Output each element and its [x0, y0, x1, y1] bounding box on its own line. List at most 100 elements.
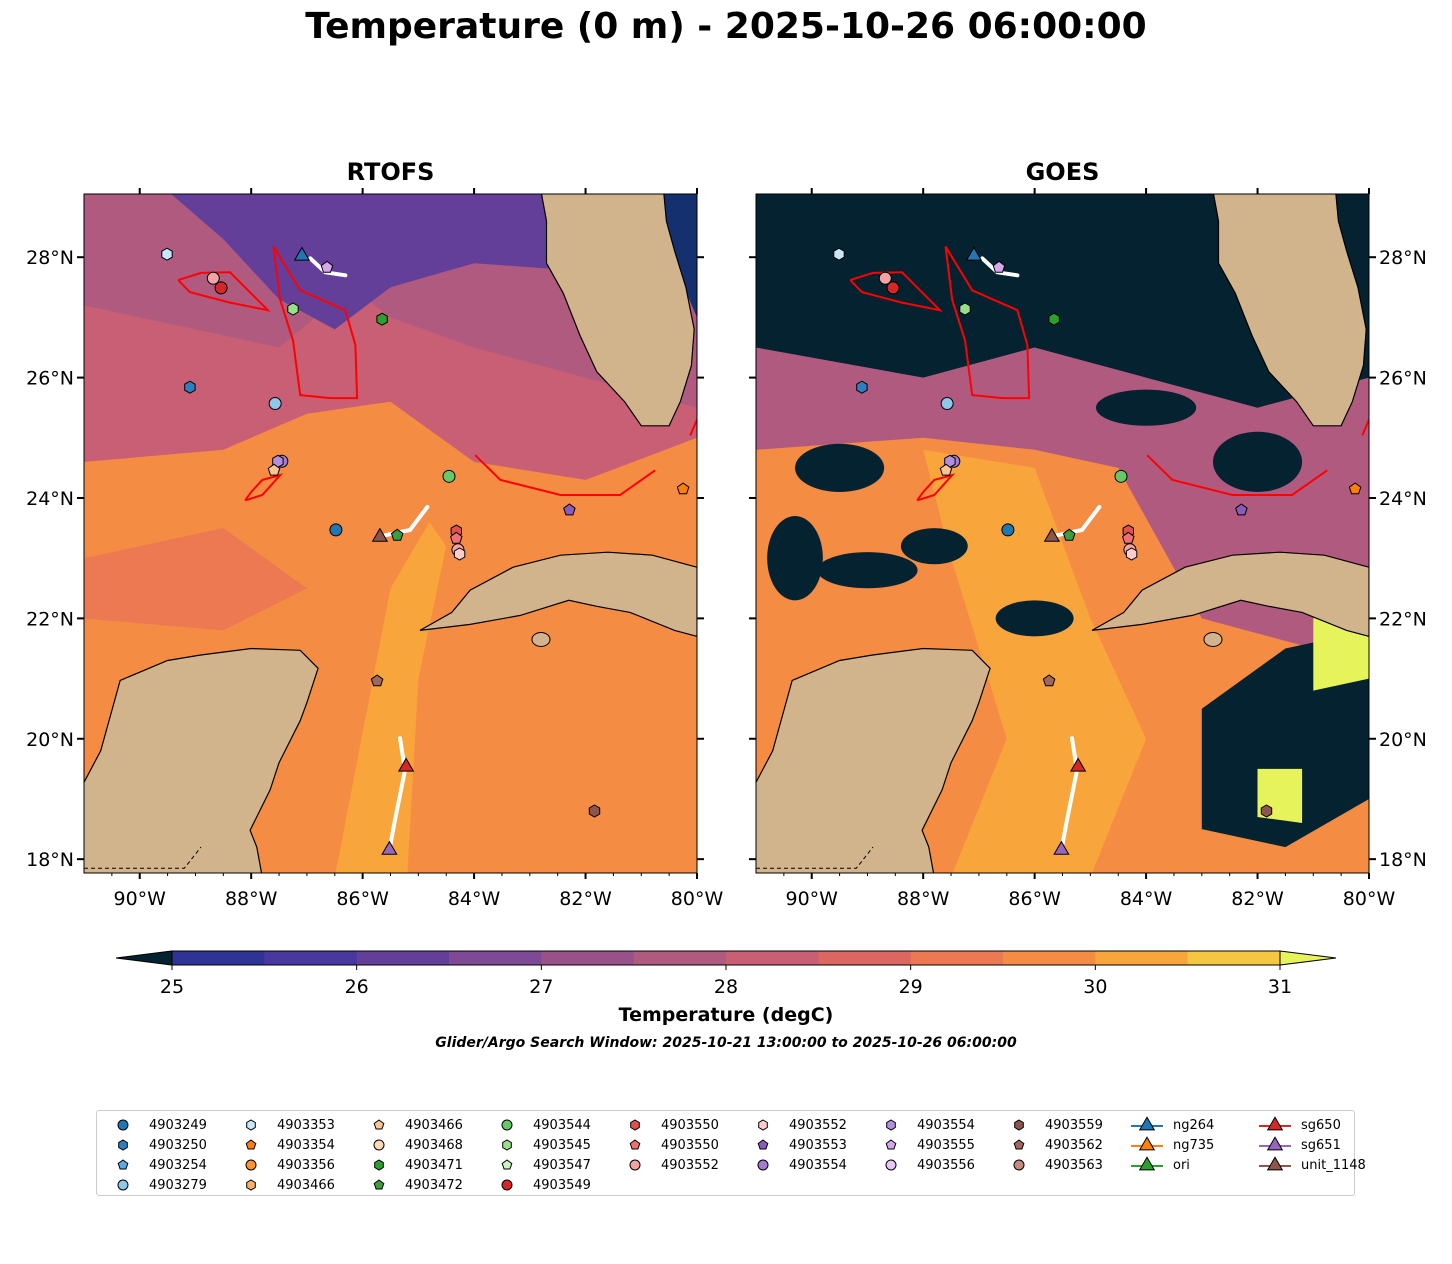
circle-icon [629, 1159, 641, 1171]
marker-4903354 [676, 482, 690, 495]
legend-item: 4903472 [361, 1175, 489, 1195]
lon-tick-label: 86°W [1008, 888, 1061, 910]
legend-label: 4903254 [149, 1157, 207, 1173]
legend-marker-icon [1014, 1119, 1024, 1131]
legend-label: 4903552 [661, 1157, 719, 1173]
hexagon-icon [886, 1119, 896, 1131]
marker-4903555 [992, 260, 1006, 273]
border-line [756, 846, 874, 869]
legend-item: 4903545 [489, 1135, 617, 1155]
contour-line [272, 245, 359, 400]
marker-4903559 [1260, 804, 1273, 818]
legend-item [1001, 1175, 1129, 1195]
lon-tick-label: 80°W [671, 888, 724, 910]
contour-line [849, 271, 943, 312]
triangle-icon [1266, 1116, 1284, 1131]
legend-label: 4903547 [533, 1157, 591, 1173]
hexagon-icon [118, 1139, 128, 1151]
colorbar-bin [449, 951, 542, 965]
legend-marker-icon [629, 1139, 641, 1150]
legend-label: 4903555 [917, 1137, 975, 1153]
legend-label: ng264 [1173, 1117, 1215, 1133]
pentagon-icon [373, 1179, 385, 1190]
legend-marker-icon [1131, 1136, 1163, 1151]
legend-item: ng264 [1129, 1115, 1257, 1135]
colorbar-bin [818, 951, 912, 965]
lon-tick-label: 90°W [113, 888, 166, 910]
legend-label: 4903559 [1045, 1117, 1103, 1133]
contour-line [689, 419, 697, 436]
pentagon-icon [501, 1159, 513, 1170]
legend-marker-icon [246, 1119, 256, 1131]
legend-item: 4903356 [233, 1155, 361, 1175]
land-cuba [1091, 551, 1369, 638]
lat-tick-label: 18°N [26, 849, 74, 871]
marker-ng264 [965, 246, 983, 261]
colorbar-bin [633, 951, 727, 965]
legend-label: 4903353 [277, 1117, 335, 1133]
legend-marker-icon [117, 1159, 129, 1170]
contour-line [1361, 419, 1369, 436]
legend-marker-icon [501, 1159, 513, 1170]
sst-field-west [84, 528, 307, 631]
circle-icon [757, 1159, 769, 1171]
map-goes [756, 194, 1369, 873]
legend-item: 4903549 [489, 1175, 617, 1195]
legend-label: ng735 [1173, 1137, 1215, 1153]
legend-marker-icon [1013, 1159, 1025, 1171]
lat-tick-label: 26°N [26, 368, 74, 390]
contour-line [244, 473, 284, 502]
legend-marker-icon [885, 1159, 897, 1171]
legend-item: 4903466 [361, 1115, 489, 1135]
cloud-patch [767, 516, 823, 601]
legend-marker-icon [502, 1139, 512, 1151]
land-isla-juventud [1203, 631, 1223, 647]
legend-marker-icon [501, 1179, 513, 1191]
marker-sg650 [397, 757, 415, 772]
lat-tick-label: 22°N [26, 608, 74, 630]
legend-item: 4903544 [489, 1115, 617, 1135]
map-rtofs [84, 194, 697, 873]
colorbar-bin [910, 951, 1004, 965]
colorbar-label: Temperature (degC) [618, 1004, 834, 1026]
legend-label: 4903471 [405, 1157, 463, 1173]
legend-marker-icon [246, 1179, 256, 1191]
hexagon-icon [630, 1119, 640, 1131]
legend-marker-icon [630, 1119, 640, 1131]
marker-4903552 [453, 547, 466, 561]
cloud-patch [1212, 431, 1303, 492]
legend-marker-icon [501, 1119, 513, 1131]
colorbar-tick-label: 29 [899, 976, 923, 998]
colorbar-tick-label: 30 [1083, 976, 1107, 998]
legend-marker-icon [757, 1139, 769, 1150]
border-line [84, 846, 202, 869]
pentagon-icon [245, 1139, 257, 1150]
lat-tick-label: 20°N [26, 729, 74, 751]
land-florida [1212, 194, 1367, 427]
marker-4903249 [1001, 523, 1015, 537]
legend-item: unit_1148 [1257, 1155, 1380, 1175]
colorbar-under-extension [115, 950, 173, 966]
legend-label: 4903279 [149, 1177, 207, 1193]
legend-item: 4903552 [745, 1115, 873, 1135]
search-window-text: Glider/Argo Search Window: 2025-10-21 13… [435, 1035, 1017, 1051]
legend-marker-icon [886, 1119, 896, 1131]
marker-4903471 [1048, 312, 1060, 326]
legend-item [745, 1175, 873, 1195]
legend-label: 4903468 [405, 1137, 463, 1153]
legend-item: 4903466 [233, 1175, 361, 1195]
marker-4903550 [1122, 531, 1135, 544]
legend-item: 4903279 [105, 1175, 233, 1195]
legend-item: 4903562 [1001, 1135, 1129, 1155]
lon-tick-label: 88°W [225, 888, 278, 910]
legend-marker-icon [1131, 1116, 1163, 1131]
cloud-patch [995, 600, 1074, 637]
marker-4903544 [442, 469, 456, 483]
legend-label: 4903472 [405, 1177, 463, 1193]
lat-tick-label: 20°N [1379, 729, 1427, 751]
marker-4903553 [563, 503, 576, 516]
marker-4903555 [320, 260, 334, 273]
marker-4903250 [856, 380, 868, 394]
